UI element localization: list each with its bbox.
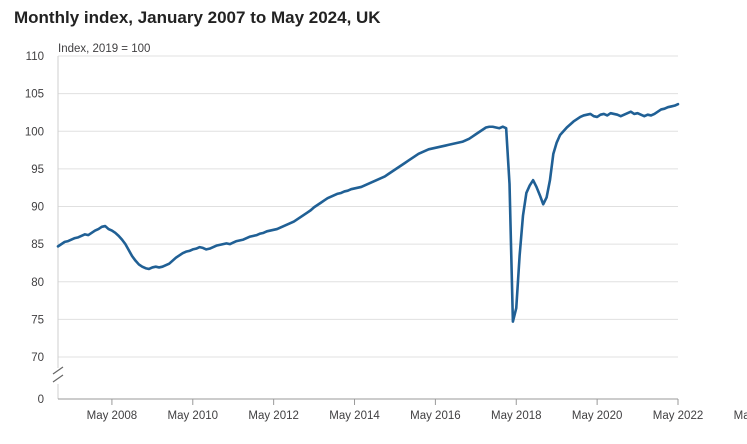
y-tick-label: 80 [31,277,44,289]
y-tick-label: 105 [25,89,44,101]
x-tick-label: May 2008 [87,410,138,422]
y-tick-label: 90 [31,202,44,214]
x-tick-label: May 2022 [653,410,704,422]
x-tick-label: May 2020 [572,410,623,422]
y-tick-label: 100 [25,126,44,138]
chart-title: Monthly index, January 2007 to May 2024,… [14,8,381,27]
axis-break-mark [52,374,64,383]
y-axis-unit-label: Index, 2019 = 100 [58,43,150,55]
x-tick-label: May 2016 [410,410,461,422]
y-tick-label: 75 [31,314,44,326]
y-tick-label: 70 [31,352,44,364]
x-tick-label: May 2018 [491,410,542,422]
gridlines [58,55,678,358]
axis-break-mark [52,366,64,375]
x-tick-label: May 2024 [734,410,747,422]
x-axis-ticks: May 2008 May 2010 May 2012 May 2014 May 2016… [87,399,747,422]
y-tick-label: 110 [26,51,44,63]
y-tick-label: 0 [38,394,44,406]
axes [52,56,678,400]
y-tick-label: 95 [31,164,44,176]
y-axis-ticks: 110 105 100 95 90 85 80 75 70 0 [25,51,44,406]
x-tick-label: May 2012 [248,410,299,422]
series-line [56,102,680,323]
y-tick-label: 85 [31,239,44,251]
x-tick-label: May 2014 [329,410,380,422]
x-tick-label: May 2010 [168,410,219,422]
